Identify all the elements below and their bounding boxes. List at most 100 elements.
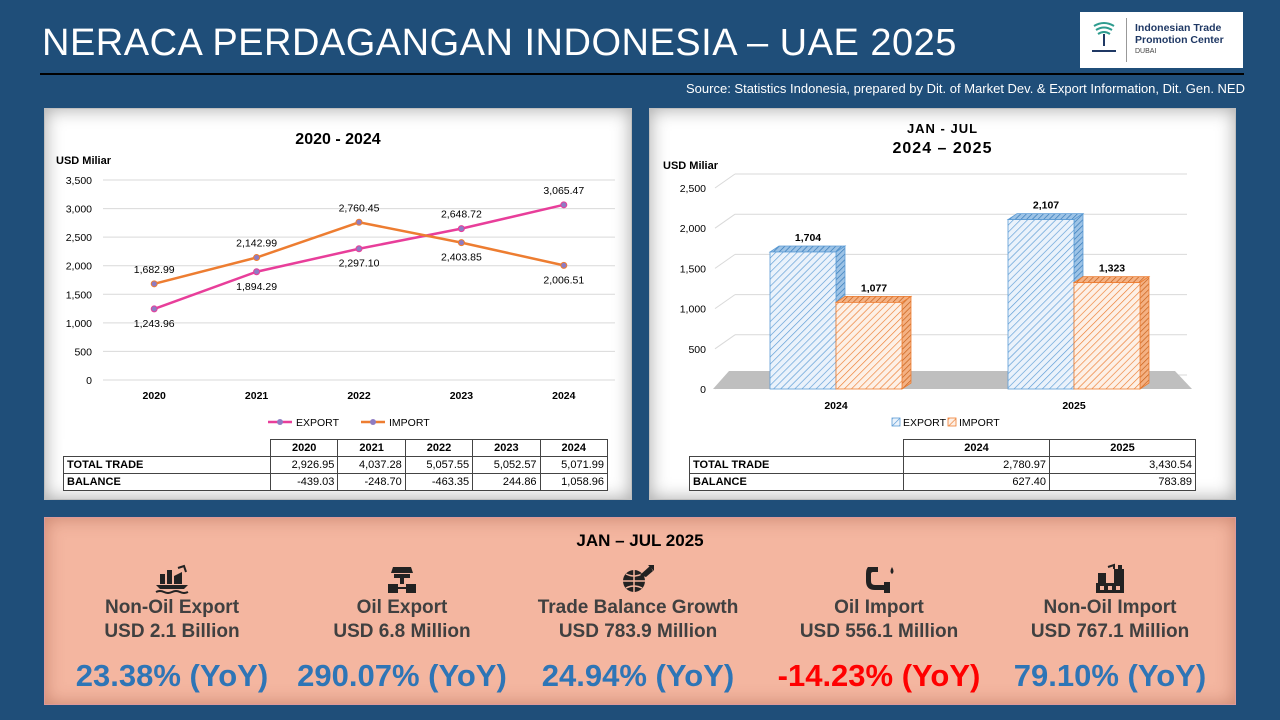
line-chart: 0 500 1,000 1,500 2,000 2,500 3,000 3,500 2020 20… <box>66 175 615 429</box>
gridline-depth <box>714 173 736 189</box>
line-chart-unit: USD Miliar <box>56 155 112 167</box>
table-cell: -439.03 <box>269 473 339 491</box>
data-label: 2,107 <box>1033 200 1059 212</box>
gridline-depth <box>714 213 736 229</box>
y-tick-label: 2,500 <box>680 183 706 195</box>
bar-side <box>1139 275 1150 390</box>
table2-header: 2025 <box>1049 439 1196 457</box>
logo-line-1: Indonesian Trade <box>1135 22 1222 34</box>
data-point <box>457 225 465 233</box>
kpi-oil-import: Oil Import USD 556.1 Million -14.23% (Yo… <box>761 562 997 694</box>
legend-swatch <box>947 417 957 427</box>
y-tick-label: 2,500 <box>66 232 92 244</box>
data-label: 2,648.72 <box>441 209 482 221</box>
kpi-label: Trade Balance Growth <box>537 597 739 618</box>
table-row: BALANCE 627.40 783.89 <box>689 473 1196 491</box>
bar-import-2024 <box>834 295 913 390</box>
kpi-label: Oil Export <box>356 597 448 618</box>
x-tick-label: 2024 <box>552 390 576 402</box>
table1-header: 2023 <box>472 439 541 457</box>
kpi-value: USD 2.1 Billion <box>104 621 240 642</box>
table-cell: 5,052.57 <box>472 456 541 474</box>
source-note: Source: Statistics Indonesia, prepared b… <box>686 81 1245 96</box>
y-tick-label: 3,500 <box>66 175 92 187</box>
kpi-label: Non-Oil Export <box>104 597 240 618</box>
x-tick-label: 2021 <box>245 390 269 402</box>
bar-chart-unit: USD Miliar <box>663 160 719 172</box>
import-factory-icon <box>997 562 1223 596</box>
kpi-value: USD 6.8 Million <box>333 621 471 642</box>
chart-legend: EXPORT IMPORT <box>268 417 430 429</box>
y-tick-label: 2,000 <box>66 261 92 273</box>
y-tick-label: 0 <box>700 384 706 396</box>
data-point <box>355 218 363 226</box>
data-label: 1,682.99 <box>134 264 175 276</box>
y-tick-label: 1,500 <box>66 289 92 301</box>
data-label: 2,006.51 <box>543 274 584 286</box>
y-tick-label: 500 <box>74 346 92 358</box>
gridline-depth <box>714 253 736 269</box>
bar-export-2024 <box>768 245 847 390</box>
table2-header: 2024 <box>903 439 1050 457</box>
table1-header: 2020 <box>269 439 339 457</box>
itpc-logo: Indonesian Trade Promotion Center DUBAI <box>1080 12 1243 68</box>
data-label: 1,894.29 <box>236 281 277 293</box>
data-label: 2,403.85 <box>441 252 482 264</box>
table-cell: 5,071.99 <box>539 456 609 474</box>
data-point <box>560 261 568 269</box>
kpi-label: Oil Import <box>834 597 924 618</box>
bar-front <box>1007 219 1075 390</box>
table-cell: 1,058.96 <box>539 473 609 491</box>
summary-panel: JAN – JUL 2025 Non-Oil Export USD 2.1 Bi… <box>44 517 1236 705</box>
trade-table-jan-jul: 2024 2025 TOTAL TRADE 2,780.97 3,430.54 … <box>689 439 1196 491</box>
series-line-import <box>153 220 565 286</box>
table-cell: 627.40 <box>903 473 1050 491</box>
oil-pipe-icon <box>761 562 997 596</box>
summary-title: JAN – JUL 2025 <box>576 531 704 550</box>
bar-export-2025 <box>1006 212 1085 390</box>
data-point <box>457 239 465 247</box>
kpi-non-oil-export: Non-Oil Export USD 2.1 Billion 23.38% (Y… <box>57 562 287 694</box>
table-cell: 4,037.28 <box>337 456 406 474</box>
row-label: BALANCE <box>63 473 271 491</box>
line-chart-panel: 2020 - 2024 USD Miliar 0 500 1,000 1,500 2,0… <box>44 108 632 500</box>
data-label: 1,077 <box>861 282 887 294</box>
bar-chart-title-1: JAN - JUL <box>906 121 979 136</box>
bar-chart: 0 500 1,000 1,500 2,000 2,500 1,704 1,077 2024 2,… <box>680 173 1192 429</box>
bar-chart-title-2: 2024 – 2025 <box>892 140 993 157</box>
page-title: NERACA PERDAGANGAN INDONESIA – UAE 2025 <box>42 22 957 64</box>
data-point <box>355 245 363 253</box>
bar-chart-panel: JAN - JUL 2024 – 2025 USD Miliar 0 500 1,0… <box>649 108 1236 500</box>
table-cell: -463.35 <box>404 473 474 491</box>
table-cell: 2,926.95 <box>269 456 339 474</box>
bar-import-2025 <box>1072 275 1151 390</box>
data-point <box>560 201 568 209</box>
oil-refinery-icon <box>289 562 515 596</box>
table-row: TOTAL TRADE 2,926.95 4,037.28 5,057.55 5… <box>63 456 609 474</box>
table-cell: -248.70 <box>337 473 406 491</box>
kpi-growth: 24.94% (YoY) <box>541 658 735 693</box>
gridline-depth <box>714 294 736 310</box>
y-tick-label: 500 <box>688 344 706 356</box>
x-tick-label: 2024 <box>824 400 848 412</box>
kpi-trade-balance-growth: Trade Balance Growth USD 783.9 Million 2… <box>519 562 757 694</box>
y-tick-label: 1,500 <box>680 263 706 275</box>
table-cell: 5,057.55 <box>404 456 474 474</box>
y-tick-label: 1,000 <box>680 304 706 316</box>
x-tick-label: 2023 <box>450 390 474 402</box>
data-label: 2,142.99 <box>236 238 277 250</box>
bar-top <box>768 245 847 253</box>
bar-top <box>1006 213 1085 220</box>
globe-growth-icon <box>519 562 757 596</box>
data-point <box>150 305 158 313</box>
legend-marker <box>370 419 376 425</box>
data-label: 2,297.10 <box>339 258 380 270</box>
bar-front <box>1073 282 1141 390</box>
data-label: 1,704 <box>795 232 821 244</box>
kpi-oil-export: Oil Export USD 6.8 Million 290.07% (YoY) <box>289 562 515 694</box>
legend-marker <box>277 419 283 425</box>
bar-side <box>901 295 912 390</box>
table-row: BALANCE -439.03 -248.70 -463.35 244.86 1… <box>63 473 609 491</box>
kpi-label: Non-Oil Import <box>1043 597 1177 618</box>
kpi-value: USD 767.1 Million <box>1030 621 1190 642</box>
